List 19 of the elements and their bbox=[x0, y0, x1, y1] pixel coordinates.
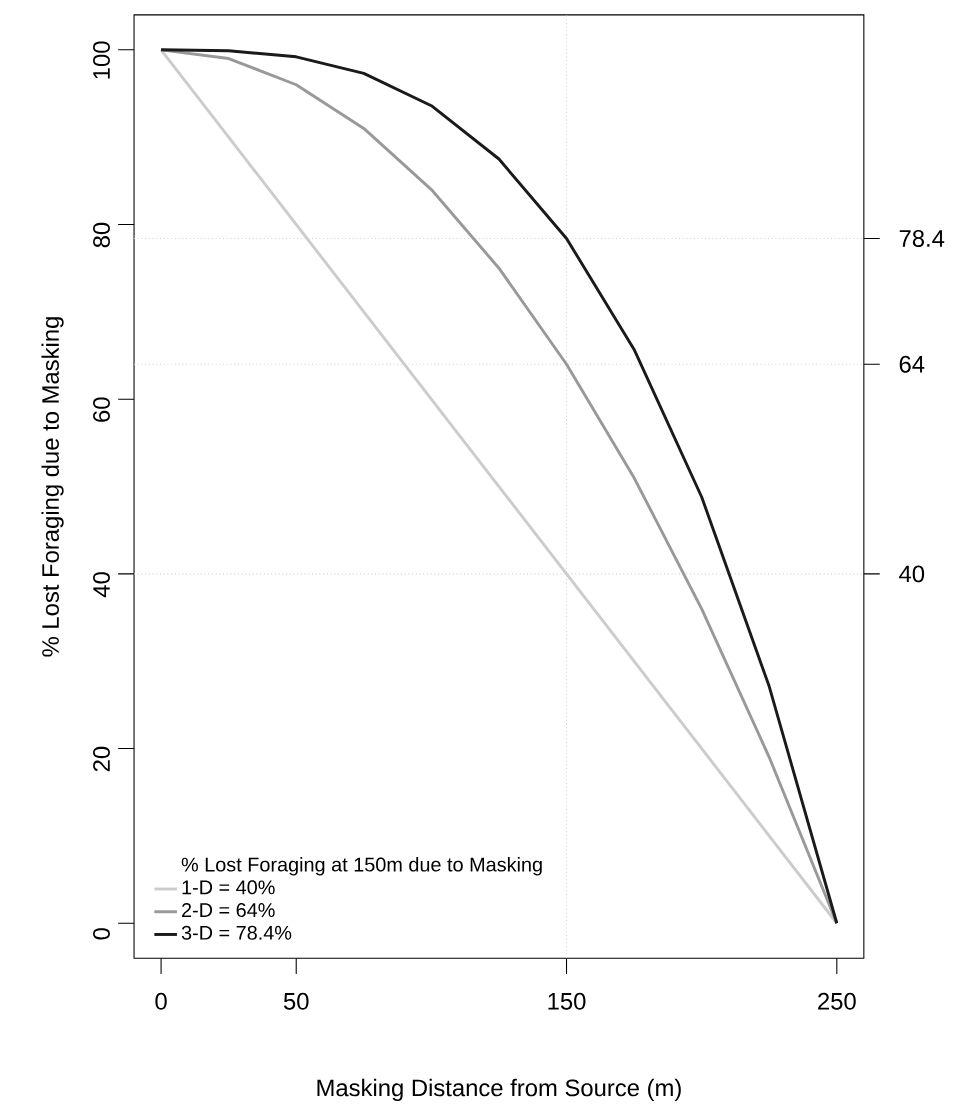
legend-title: % Lost Foraging at 150m due to Masking bbox=[181, 857, 542, 876]
y2-tick-label: 78.4 bbox=[899, 230, 945, 247]
y-tick-label: 20 bbox=[92, 746, 110, 772]
x-axis-title: Masking Distance from Source (m) bbox=[317, 1078, 681, 1102]
y2-tick-label: 40 bbox=[899, 565, 925, 583]
legend-label: 3-D = 78.4% bbox=[181, 925, 292, 940]
y-tick-label: 0 bbox=[92, 928, 110, 940]
x-tick-label: 250 bbox=[818, 992, 856, 1010]
x-tick-label: 50 bbox=[283, 992, 309, 1010]
y-tick-label: 60 bbox=[92, 397, 110, 422]
y-axis-title: % Lost Foraging due to Masking bbox=[41, 317, 64, 657]
y-tick-label: 40 bbox=[92, 572, 110, 598]
legend-label: 1-D = 40% bbox=[182, 880, 275, 895]
x-tick-label: 150 bbox=[548, 992, 586, 1010]
x-tick-label: 0 bbox=[155, 992, 167, 1010]
y2-tick-label: 64 bbox=[899, 355, 925, 373]
y-tick-label: 100 bbox=[92, 41, 110, 79]
legend-label: 2-D = 64% bbox=[181, 903, 275, 918]
y-tick-label: 80 bbox=[92, 222, 110, 248]
